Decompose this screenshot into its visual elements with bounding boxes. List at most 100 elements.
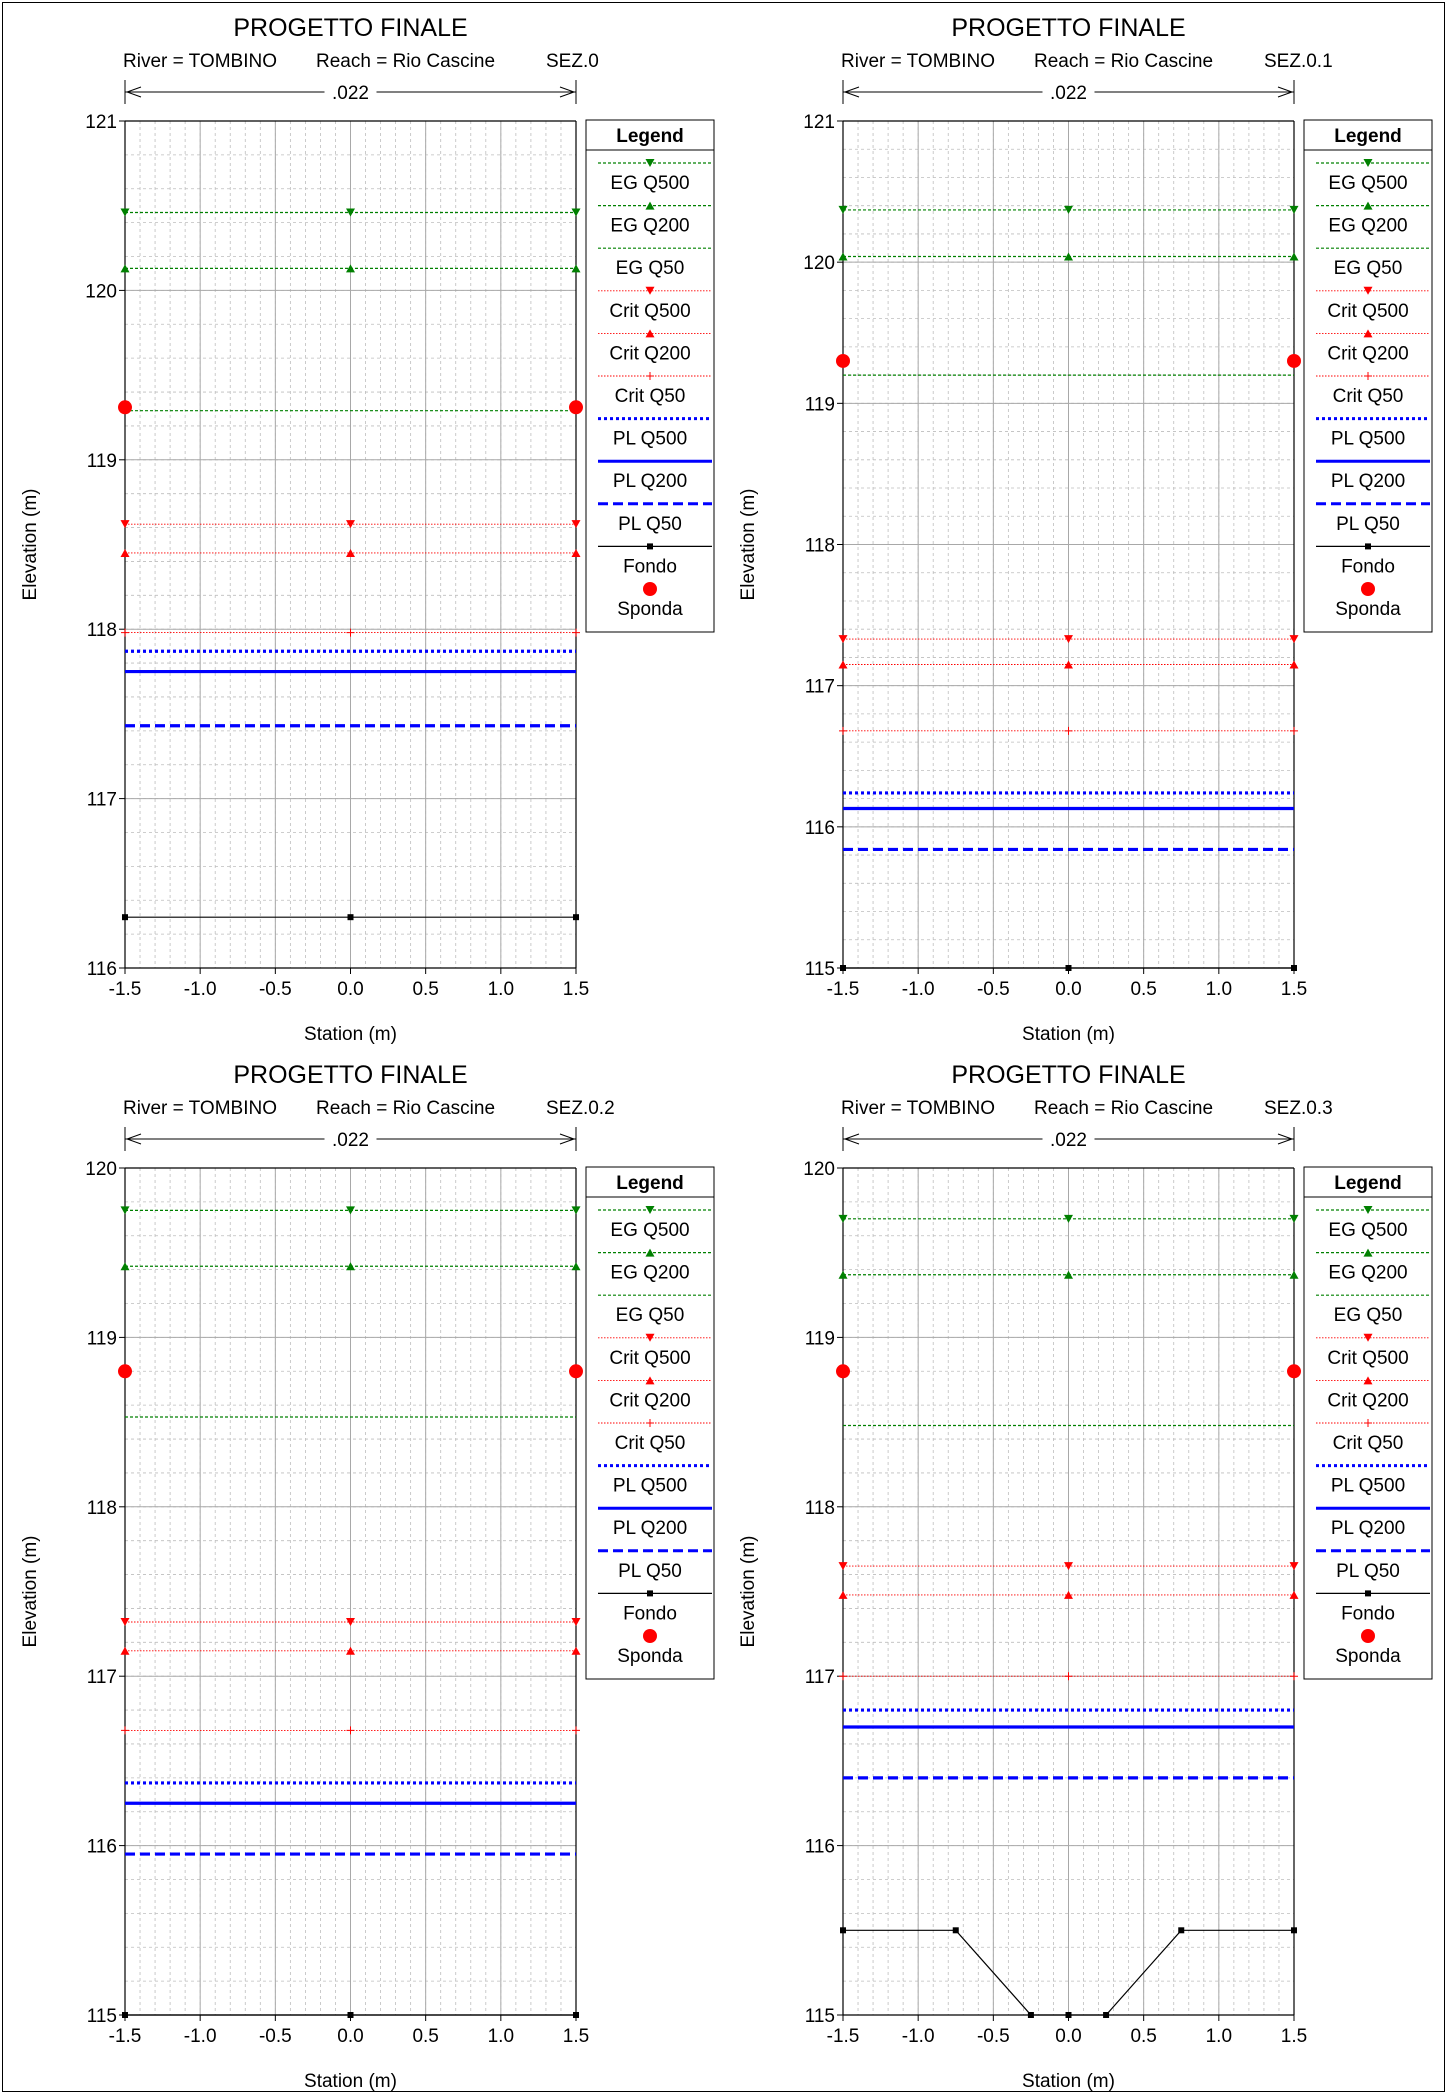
legend: Legend EG Q500 EG Q200 EG Q50 Crit Q500 Crit … [585,1166,715,1680]
series-crit500 [120,520,581,529]
legend-label: PL Q500 [1331,1476,1405,1497]
y-tick-label: 121 [85,112,117,133]
manning-arrow-left [843,86,860,98]
crit500-marker [346,520,355,529]
eg200-marker [120,264,130,273]
chart-panel-4: PROGETTO FINALE River = TOMBINO Reach = Ri… [738,1061,1433,2092]
legend-label: EG Q500 [1328,1220,1407,1241]
x-tick-label: 1.5 [1281,979,1307,1000]
legend-label: PL Q500 [613,1476,687,1497]
crit200-marker [838,660,848,669]
legend-label: Crit Q200 [1327,343,1408,364]
series-eg500 [120,1206,581,1215]
x-tick-label: -1.5 [109,979,142,1000]
y-tick-label: 120 [803,1159,835,1180]
legend-label: EG Q50 [616,258,685,279]
eg500-marker [1289,1214,1299,1223]
legend-marker [1363,1333,1373,1342]
manning-label-bg [1042,81,1095,101]
y-axis-label: Elevation (m) [738,489,759,601]
series-fondo [122,914,579,921]
x-tick-label: 0.0 [337,979,363,1000]
legend-label: Fondo [1341,556,1395,577]
subtitle-section: SEZ.0.2 [546,1098,615,1119]
legend-marker [1361,1629,1375,1643]
series-crit500 [838,1562,1299,1571]
series-sponda [836,1364,1301,1379]
x-tick-label: -1.5 [827,979,860,1000]
y-tick-label: 116 [805,818,835,839]
fondo-marker [122,914,128,921]
legend-label: Sponda [617,599,683,620]
crit50-marker [1064,1672,1073,1681]
y-tick-label: 119 [805,394,835,415]
legend-label: PL Q500 [613,429,687,450]
legend-label: PL Q200 [613,1518,687,1539]
legend-label: Fondo [623,556,677,577]
fondo-marker [952,1927,959,1934]
crit50-marker [839,726,847,735]
fondo-marker [1291,1927,1297,1934]
x-tick-label: 0.0 [337,2026,363,2047]
legend-marker [645,286,655,295]
legend-label: EG Q500 [610,173,689,194]
legend-label: PL Q200 [1331,471,1405,492]
y-axis-label: Elevation (m) [738,1536,759,1648]
eg500-marker [571,1206,581,1215]
legend-label: Sponda [617,1646,683,1667]
manning-label: .022 [1050,83,1087,104]
legend-marker [1363,159,1373,167]
crit200-marker [120,1646,130,1655]
y-tick-label: 116 [87,1837,117,1858]
legend-label: EG Q50 [616,1305,685,1326]
x-tick-label: 0.5 [1130,979,1156,1000]
y-tick-label: 118 [87,1498,117,1519]
legend-marker [1364,1419,1372,1427]
crit50-marker [572,1726,580,1735]
legend-marker [1361,582,1375,596]
fondo-marker [840,965,846,971]
crit50-marker [346,628,355,637]
legend-marker [646,1419,654,1427]
legend-label: EG Q200 [610,1263,689,1284]
series-crit500 [838,635,1299,644]
eg200-marker [1289,1270,1299,1279]
sponda-marker [118,400,132,415]
crit50-marker [1290,1672,1298,1681]
legend-label: Crit Q50 [615,386,686,407]
crit200-marker [838,1590,848,1599]
x-tick-label: -0.5 [259,2026,292,2047]
subtitle-reach: Reach = Rio Cascine [1034,51,1213,72]
x-tick-label: -1.0 [184,979,217,1000]
subtitle-river: River = TOMBINO [841,1098,995,1119]
legend-label: PL Q50 [1336,1561,1400,1582]
crit200-marker [571,548,581,557]
legend-label: Crit Q500 [609,301,690,322]
x-tick-label: 0.0 [1055,979,1081,1000]
series-eg200 [120,1262,581,1271]
y-tick-label: 115 [805,959,835,980]
crit200-marker [1289,1590,1299,1599]
crit500-marker [120,1617,130,1626]
manning-arrow-right [1277,86,1294,98]
x-tick-label: -0.5 [977,2026,1010,2047]
crit500-marker [346,1617,355,1626]
series-fondo [840,965,1297,971]
manning-arrow-left [843,1133,860,1145]
legend-label: EG Q200 [610,216,689,237]
legend-marker [645,1248,655,1257]
y-axis-label: Elevation (m) [20,489,41,601]
eg500-marker [571,208,581,217]
legend-label: Crit Q50 [1333,1433,1404,1454]
legend-title: Legend [1334,1173,1402,1194]
legend-label: EG Q200 [1328,1263,1407,1284]
y-tick-label: 119 [805,1328,835,1349]
y-tick-label: 115 [87,2006,117,2027]
legend-title: Legend [616,126,684,147]
crit200-marker [346,548,355,557]
legend-marker [647,1590,653,1597]
legend-label: Crit Q200 [1327,1390,1408,1411]
subtitle-reach: Reach = Rio Cascine [1034,1098,1213,1119]
legend-label: Crit Q50 [1333,386,1404,407]
series-crit200 [838,1590,1299,1599]
